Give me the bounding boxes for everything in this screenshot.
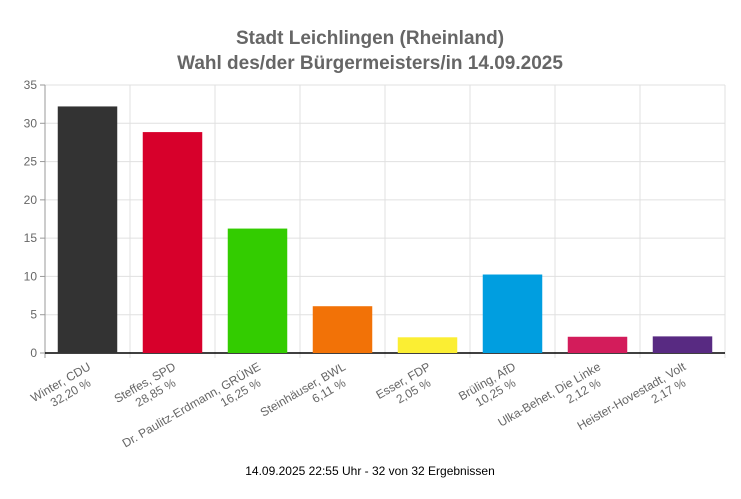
chart-title-line-2: Wahl des/der Bürgermeisters/in 14.09.202… (177, 53, 563, 74)
x-tick-label: Winter, CDU32,20 % (28, 359, 100, 417)
bar (567, 336, 628, 353)
y-tick-label: 15 (24, 231, 38, 245)
y-tick-label: 30 (24, 116, 38, 130)
y-tick-label: 10 (24, 269, 38, 283)
bar (142, 132, 203, 353)
bar (57, 106, 118, 353)
y-tick-label: 0 (30, 346, 37, 360)
footer-status: 14.09.2025 22:55 Uhr - 32 von 32 Ergebni… (245, 464, 495, 478)
y-tick-label: 35 (24, 78, 38, 92)
x-tick-label: Steinhäuser, BWL6,11 % (258, 359, 355, 431)
y-tick-label: 20 (24, 193, 38, 207)
bar (227, 228, 288, 353)
chart-title-line-1: Stadt Leichlingen (Rheinland) (236, 28, 504, 49)
bar (312, 306, 373, 353)
bar (652, 336, 713, 353)
bar (397, 337, 458, 353)
x-tick-label: Esser, FDP2,05 % (373, 359, 440, 414)
y-tick-label: 5 (30, 308, 37, 322)
x-tick-label: Dr. Paulitz-Erdmann, GRÜNE16,25 % (120, 359, 270, 462)
y-tick-label: 25 (24, 155, 38, 169)
bar (482, 274, 543, 353)
